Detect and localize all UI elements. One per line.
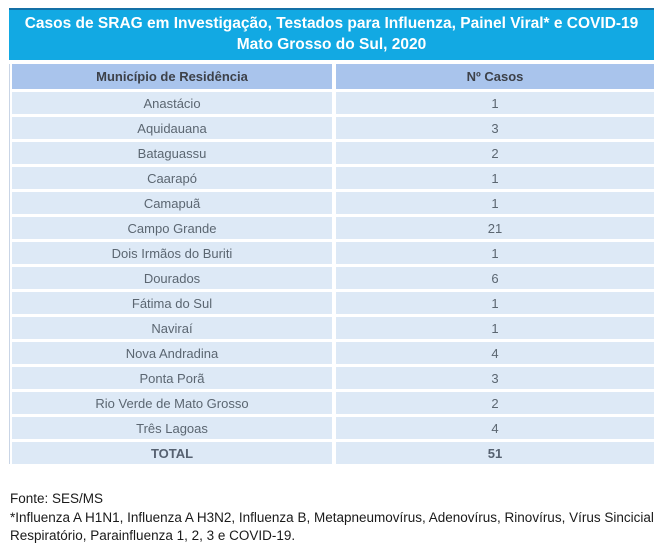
- municipality-cell: Anastácio: [12, 92, 332, 114]
- municipality-cell: Dois Irmãos do Buriti: [12, 242, 332, 264]
- table-row: Três Lagoas 4: [12, 417, 654, 439]
- table-row: Aquidauana 3: [12, 117, 654, 139]
- table-row: Anastácio 1: [12, 92, 654, 114]
- total-label-cell: TOTAL: [12, 442, 332, 464]
- table-row: Rio Verde de Mato Grosso 2: [12, 392, 654, 414]
- cases-cell: 4: [336, 417, 654, 439]
- cases-cell: 2: [336, 142, 654, 164]
- municipality-cell: Dourados: [12, 267, 332, 289]
- table-title: Casos de SRAG em Investigação, Testados …: [9, 8, 654, 60]
- table-row: Nova Andradina 4: [12, 342, 654, 364]
- municipality-cell: Ponta Porã: [12, 367, 332, 389]
- table-row: Bataguassu 2: [12, 142, 654, 164]
- table-title-line2: Mato Grosso do Sul, 2020: [236, 36, 427, 53]
- table-header-row: Município de Residência Nº Casos: [12, 64, 654, 89]
- municipality-cell: Aquidauana: [12, 117, 332, 139]
- municipality-cell: Rio Verde de Mato Grosso: [12, 392, 332, 414]
- cases-cell: 4: [336, 342, 654, 364]
- cases-cell: 1: [336, 92, 654, 114]
- cases-cell: 21: [336, 217, 654, 239]
- municipality-cell: Naviraí: [12, 317, 332, 339]
- figure-footnotes: Fonte: SES/MS *Influenza A H1N1, Influen…: [10, 490, 658, 545]
- table-title-line1: Casos de SRAG em Investigação, Testados …: [24, 15, 639, 32]
- cases-cell: 1: [336, 242, 654, 264]
- cases-cell: 1: [336, 167, 654, 189]
- table-row: Dourados 6: [12, 267, 654, 289]
- table-row: Fátima do Sul 1: [12, 292, 654, 314]
- cases-cell: 1: [336, 192, 654, 214]
- cases-cell: 3: [336, 117, 654, 139]
- table-total-row: TOTAL 51: [12, 442, 654, 464]
- cases-cell: 6: [336, 267, 654, 289]
- table-row: Campo Grande 21: [12, 217, 654, 239]
- municipality-cell: Caarapó: [12, 167, 332, 189]
- source-note: Fonte: SES/MS: [10, 491, 104, 506]
- municipality-cell: Bataguassu: [12, 142, 332, 164]
- table-row: Ponta Porã 3: [12, 367, 654, 389]
- cases-cell: 3: [336, 367, 654, 389]
- table-row: Caarapó 1: [12, 167, 654, 189]
- cases-cell: 1: [336, 317, 654, 339]
- cases-cell: 2: [336, 392, 654, 414]
- column-header-cases: Nº Casos: [336, 64, 654, 89]
- table-row: Naviraí 1: [12, 317, 654, 339]
- cases-cell: 1: [336, 292, 654, 314]
- municipality-cell: Camapuã: [12, 192, 332, 214]
- cases-table: Município de Residência Nº Casos Anastác…: [9, 64, 654, 464]
- table-row: Camapuã 1: [12, 192, 654, 214]
- municipality-cell: Três Lagoas: [12, 417, 332, 439]
- table-row: Dois Irmãos do Buriti 1: [12, 242, 654, 264]
- municipality-cell: Nova Andradina: [12, 342, 332, 364]
- asterisk-note: *Influenza A H1N1, Influenza A H3N2, Inf…: [10, 510, 654, 543]
- srag-cases-table-figure: Casos de SRAG em Investigação, Testados …: [9, 8, 654, 467]
- municipality-cell: Campo Grande: [12, 217, 332, 239]
- column-header-municipality: Município de Residência: [12, 64, 332, 89]
- total-cases-cell: 51: [336, 442, 654, 464]
- municipality-cell: Fátima do Sul: [12, 292, 332, 314]
